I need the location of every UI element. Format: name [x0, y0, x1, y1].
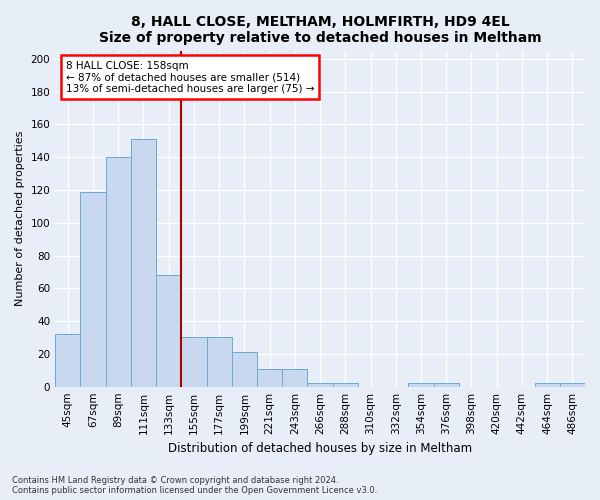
- Bar: [307, 384, 332, 386]
- Bar: [232, 352, 257, 386]
- Bar: [332, 384, 358, 386]
- Bar: [434, 384, 459, 386]
- Bar: [409, 384, 434, 386]
- Bar: [560, 384, 585, 386]
- Bar: [282, 368, 307, 386]
- Bar: [106, 157, 131, 386]
- Bar: [206, 338, 232, 386]
- Bar: [55, 334, 80, 386]
- Text: 8 HALL CLOSE: 158sqm
← 87% of detached houses are smaller (514)
13% of semi-deta: 8 HALL CLOSE: 158sqm ← 87% of detached h…: [66, 60, 314, 94]
- Y-axis label: Number of detached properties: Number of detached properties: [15, 131, 25, 306]
- X-axis label: Distribution of detached houses by size in Meltham: Distribution of detached houses by size …: [168, 442, 472, 455]
- Bar: [535, 384, 560, 386]
- Bar: [156, 275, 181, 386]
- Bar: [257, 368, 282, 386]
- Bar: [131, 139, 156, 386]
- Bar: [181, 338, 206, 386]
- Title: 8, HALL CLOSE, MELTHAM, HOLMFIRTH, HD9 4EL
Size of property relative to detached: 8, HALL CLOSE, MELTHAM, HOLMFIRTH, HD9 4…: [99, 15, 541, 45]
- Bar: [80, 192, 106, 386]
- Text: Contains HM Land Registry data © Crown copyright and database right 2024.
Contai: Contains HM Land Registry data © Crown c…: [12, 476, 377, 495]
